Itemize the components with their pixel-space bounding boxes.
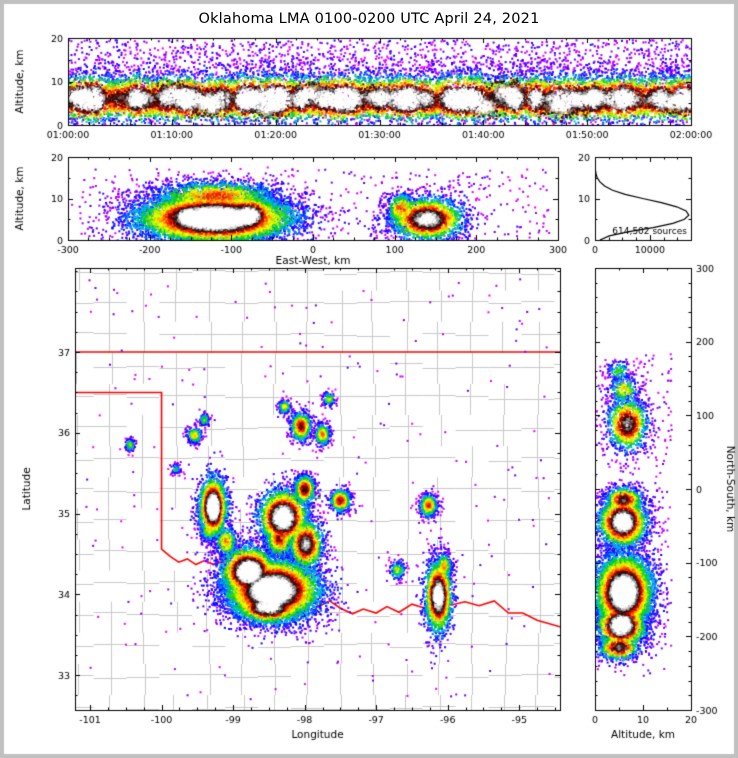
page-title: Oklahoma LMA 0100-0200 UTC April 24, 202… [198,11,540,27]
